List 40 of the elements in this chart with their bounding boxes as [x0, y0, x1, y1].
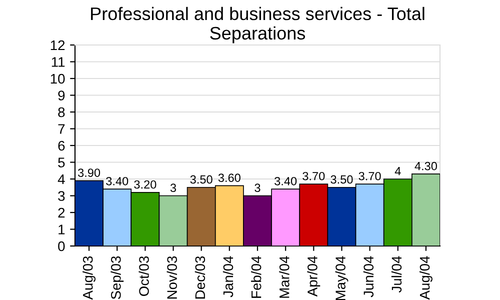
- x-tick-label: May/04: [335, 256, 348, 300]
- data-label: 4.30: [414, 162, 437, 170]
- data-label: 3.70: [358, 172, 381, 180]
- data-label: 3.50: [330, 175, 353, 184]
- y-tick-label: 4: [58, 174, 65, 184]
- y-tick-label: 11: [52, 57, 65, 67]
- x-tick-label: Apr/04: [307, 256, 320, 297]
- y-tick-label: 10: [50, 74, 65, 84]
- x-tick-label: Jul/04: [391, 256, 402, 293]
- y-tick-label: 6: [58, 140, 65, 151]
- x-tick-label: Sep/03: [110, 256, 124, 300]
- data-label: 3.60: [218, 174, 240, 182]
- x-tick-label: Jun/04: [363, 256, 374, 298]
- y-tick-label: 8: [58, 107, 65, 118]
- y-tick-label: 7: [58, 124, 65, 134]
- x-tick-label: Aug/04: [419, 256, 432, 300]
- x-tick-label: Jan/04: [222, 256, 234, 298]
- data-label: 3.70: [302, 172, 325, 180]
- y-tick-label: 5: [58, 158, 65, 168]
- y-tick-label: 2: [58, 208, 65, 218]
- data-label: 3.40: [106, 176, 128, 186]
- data-label: 3: [254, 184, 260, 192]
- y-tick-label: 3: [58, 191, 65, 201]
- data-label: 3.20: [134, 180, 156, 189]
- x-tick-label: Dec/03: [194, 256, 206, 299]
- x-tick-label: Feb/04: [251, 256, 262, 298]
- x-tick-label: Aug/03: [82, 256, 96, 300]
- chart-title: Professional and business services - Total Separations: [91, 6, 424, 44]
- data-label: 3.50: [190, 175, 212, 184]
- x-tick-label: Nov/03: [166, 256, 177, 299]
- x-tick-label: Oct/03: [138, 256, 149, 296]
- data-label: 3.90: [78, 168, 100, 177]
- data-label: 4: [394, 167, 401, 176]
- y-tick-label: 9: [58, 90, 65, 100]
- y-tick-label: 0: [58, 241, 65, 252]
- x-tick-label: Mar/04: [279, 256, 290, 298]
- data-label: 3: [170, 184, 176, 192]
- data-label: 3.40: [274, 176, 297, 186]
- y-tick-label: 12: [50, 40, 65, 50]
- y-tick-label: 1: [58, 224, 65, 234]
